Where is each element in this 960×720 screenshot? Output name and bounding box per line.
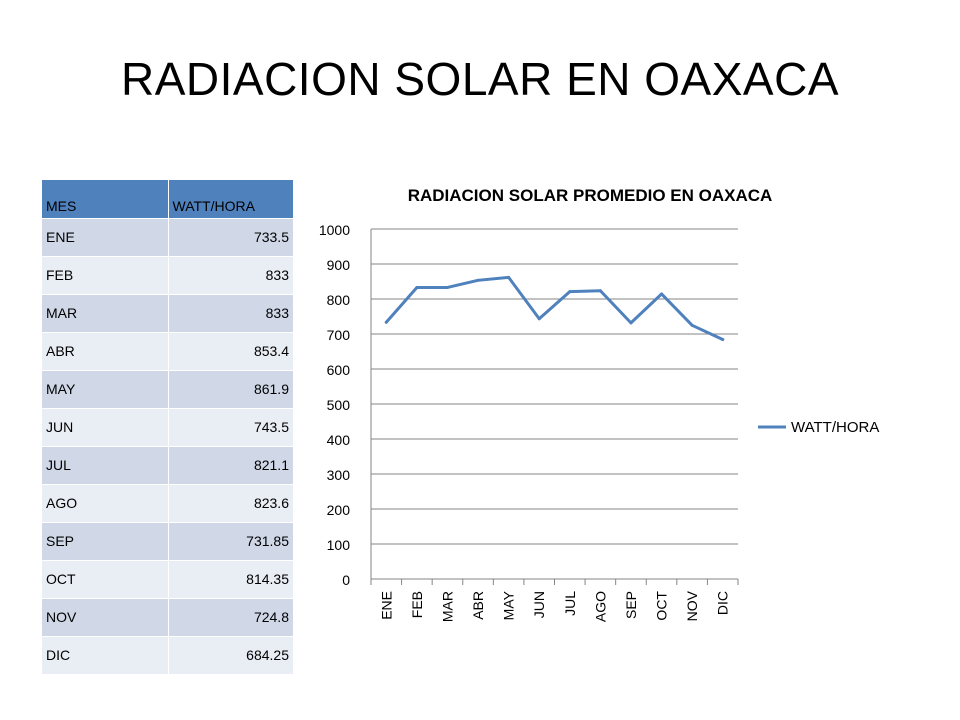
- slide-title: RADIACION SOLAR EN OAXACA: [121, 53, 839, 105]
- y-tick-label: 0: [342, 572, 350, 588]
- y-tick-label: 100: [327, 537, 351, 553]
- cell-value: 853.4: [168, 331, 294, 370]
- data-point: [629, 321, 633, 325]
- data-point: [598, 289, 602, 293]
- data-table: MES WATT/HORA ENE 733.5 FEB 833 MAR 833 ABR…: [42, 180, 294, 674]
- data-point: [721, 338, 725, 342]
- cell-value: 814.35: [168, 559, 294, 598]
- y-tick-label: 800: [327, 292, 351, 308]
- table-row: MAY 861.9: [42, 369, 294, 408]
- y-tick-label: 600: [327, 362, 351, 378]
- cell-value: 833: [168, 293, 294, 332]
- table-row: ABR 853.4: [42, 331, 294, 370]
- y-tick-label: 300: [327, 467, 351, 483]
- x-tick-label: NOV: [684, 590, 700, 621]
- cell-month: MAR: [42, 293, 169, 332]
- x-tick-label: DIC: [715, 591, 731, 615]
- table-row: SEP 731.85: [42, 521, 294, 560]
- x-tick-label: JUN: [531, 591, 547, 618]
- table-row: OCT 814.35: [42, 559, 294, 598]
- cell-month: JUN: [42, 407, 169, 446]
- x-tick-label: MAY: [501, 590, 517, 620]
- table-row: JUL 821.1: [42, 445, 294, 484]
- line-chart: RADIACION SOLAR PROMEDIO EN OAXACA 0 100 2…: [300, 170, 940, 650]
- x-tick-label: JUL: [562, 591, 578, 616]
- table-row: AGO 823.6: [42, 483, 294, 522]
- table-row: FEB 833: [42, 255, 294, 294]
- x-tick-label: ENE: [378, 591, 394, 620]
- table-row: MAR 833: [42, 293, 294, 332]
- cell-month: SEP: [42, 521, 169, 560]
- cell-value: 733.5: [168, 217, 294, 256]
- cell-month: AGO: [42, 483, 169, 522]
- cell-month: JUL: [42, 445, 169, 484]
- y-tick-label: 500: [327, 397, 351, 413]
- cell-month: NOV: [42, 597, 169, 636]
- legend-label: WATT/HORA: [791, 419, 879, 436]
- table-row: ENE 733.5: [42, 217, 294, 256]
- cell-value: 861.9: [168, 369, 294, 408]
- cell-value: 833: [168, 255, 294, 294]
- chart-svg: RADIACION SOLAR PROMEDIO EN OAXACA 0 100 2…: [319, 186, 879, 622]
- x-tick-label: AGO: [592, 591, 608, 622]
- x-tick-label: ABR: [470, 591, 486, 620]
- series-line: [384, 275, 725, 342]
- header-mes: MES: [42, 180, 169, 218]
- table-header-row: MES WATT/HORA: [42, 180, 294, 218]
- data-point: [476, 278, 480, 282]
- x-tick-label: OCT: [654, 591, 670, 621]
- data-point: [690, 323, 694, 327]
- y-tick-label: 1000: [319, 222, 350, 238]
- table-row: JUN 743.5: [42, 407, 294, 446]
- y-tick-label: 400: [327, 432, 351, 448]
- y-tick-label: 700: [327, 327, 351, 343]
- series-group: [384, 275, 725, 342]
- x-tick-label: MAR: [439, 591, 455, 622]
- gridlines: [371, 228, 738, 580]
- table-row: DIC 684.25: [42, 635, 294, 674]
- cell-value: 823.6: [168, 483, 294, 522]
- y-tick-label: 200: [327, 502, 351, 518]
- data-point: [415, 285, 419, 289]
- cell-value: 821.1: [168, 445, 294, 484]
- header-watt-hora: WATT/HORA: [168, 180, 294, 218]
- data-point: [445, 285, 449, 289]
- data-point: [537, 317, 541, 321]
- cell-month: ENE: [42, 217, 169, 256]
- data-point: [384, 320, 388, 324]
- data-point: [507, 275, 511, 279]
- cell-value: 724.8: [168, 597, 294, 636]
- chart-title: RADIACION SOLAR PROMEDIO EN OAXACA: [408, 186, 773, 205]
- cell-value: 684.25: [168, 635, 294, 674]
- cell-month: MAY: [42, 369, 169, 408]
- x-tick-label: SEP: [623, 591, 639, 619]
- cell-month: FEB: [42, 255, 169, 294]
- cell-value: 743.5: [168, 407, 294, 446]
- x-tick-label: FEB: [409, 591, 425, 618]
- cell-month: DIC: [42, 635, 169, 674]
- data-point: [568, 290, 572, 294]
- y-tick-label: 900: [327, 257, 351, 273]
- table-row: NOV 724.8: [42, 597, 294, 636]
- data-point: [660, 292, 664, 296]
- cell-month: ABR: [42, 331, 169, 370]
- legend: WATT/HORA: [758, 419, 879, 436]
- cell-month: OCT: [42, 559, 169, 598]
- cell-value: 731.85: [168, 521, 294, 560]
- axes: 0 100 200 300 400 500 600 700 800 900 1000 ENE FEB MA…: [319, 222, 739, 622]
